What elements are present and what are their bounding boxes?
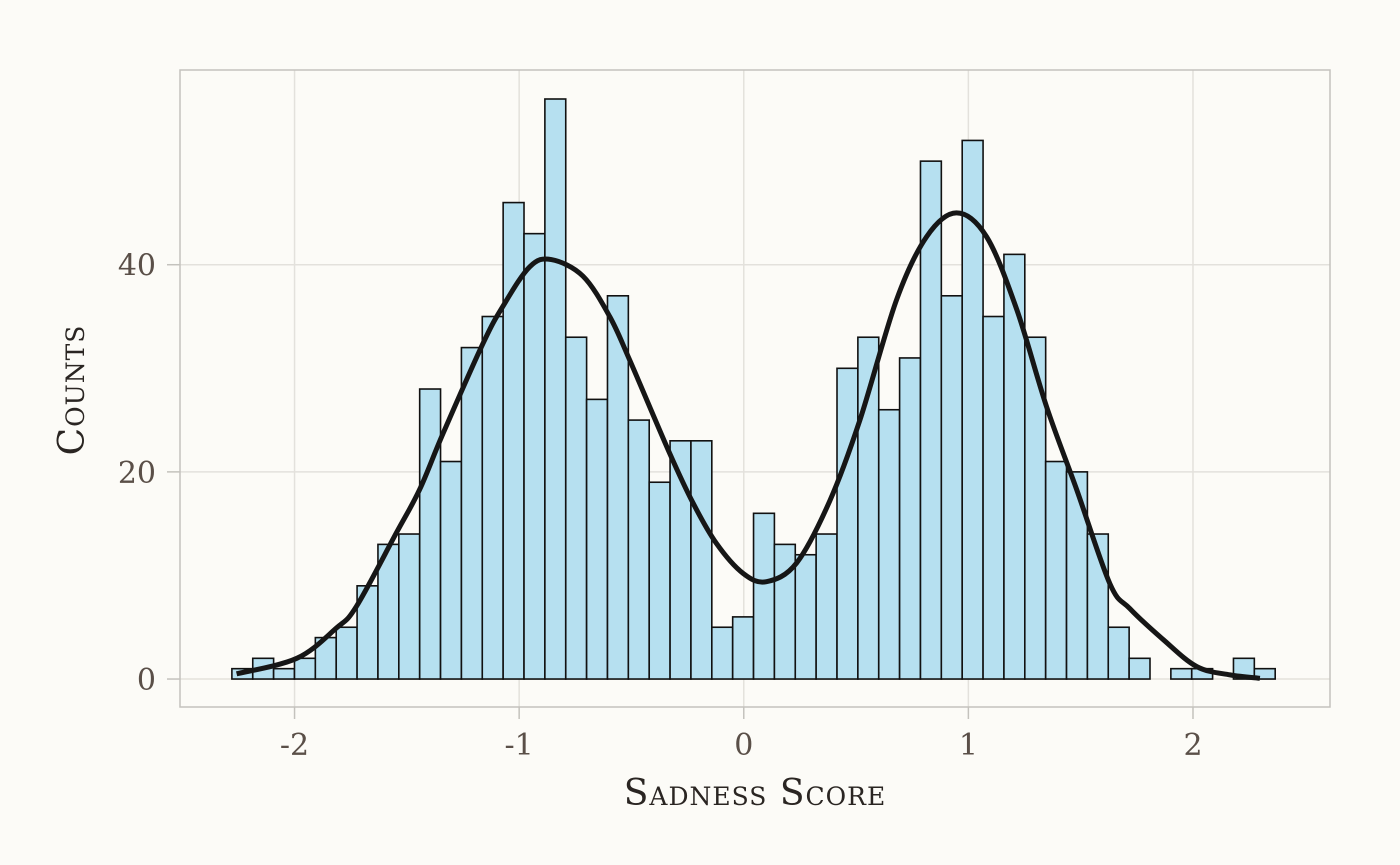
histogram-bar <box>293 657 317 680</box>
histogram-bar <box>1170 667 1193 680</box>
histogram-bar <box>564 336 588 680</box>
y-axis-title: Counts <box>52 325 93 456</box>
histogram-bar <box>815 533 838 680</box>
histogram-bar <box>731 616 755 680</box>
histogram-bar <box>794 553 817 680</box>
x-tick-label: -2 <box>280 728 309 763</box>
x-tick-label: 1 <box>959 728 978 763</box>
histogram-bar <box>439 460 463 680</box>
histogram-bar <box>523 232 546 680</box>
histogram-bar <box>711 626 734 680</box>
histogram-bar <box>544 98 567 680</box>
histogram-bar <box>940 294 964 680</box>
density-curve <box>235 210 1261 681</box>
histogram-bar <box>877 408 901 680</box>
histogram-bar <box>690 440 713 680</box>
histogram-bar <box>1044 460 1068 680</box>
histogram-bar <box>898 357 922 680</box>
histogram-bar <box>836 367 859 680</box>
histogram-bar <box>272 667 296 680</box>
histogram-bar <box>585 398 609 680</box>
histogram-bar <box>648 481 671 680</box>
y-axis: 0 20 40 <box>118 249 180 698</box>
x-tick-label: 2 <box>1183 728 1202 763</box>
x-axis-title: Sadness Score <box>624 773 887 814</box>
y-tick-label: 0 <box>137 663 156 698</box>
histogram-bar <box>1253 667 1276 680</box>
histogram-bar <box>418 388 442 680</box>
histogram-bar <box>481 315 504 680</box>
histogram-bar <box>398 533 421 680</box>
histogram-bar <box>752 512 776 680</box>
histogram-bar <box>627 419 651 680</box>
histogram-bar <box>982 315 1005 680</box>
histogram-bar <box>335 626 358 680</box>
x-tick-label: 0 <box>734 728 753 763</box>
histogram-bar <box>460 346 484 680</box>
histogram-bar <box>1107 626 1130 680</box>
histogram-bars <box>231 98 1276 680</box>
histogram-bar <box>1065 471 1089 680</box>
plot-panel-border <box>179 69 1331 708</box>
x-tick-label: -1 <box>505 728 534 763</box>
histogram-bar <box>1128 657 1151 680</box>
y-tick-label: 20 <box>118 456 156 491</box>
y-tick-label: 40 <box>118 249 156 284</box>
x-axis: -2 -1 0 1 2 <box>280 707 1203 763</box>
